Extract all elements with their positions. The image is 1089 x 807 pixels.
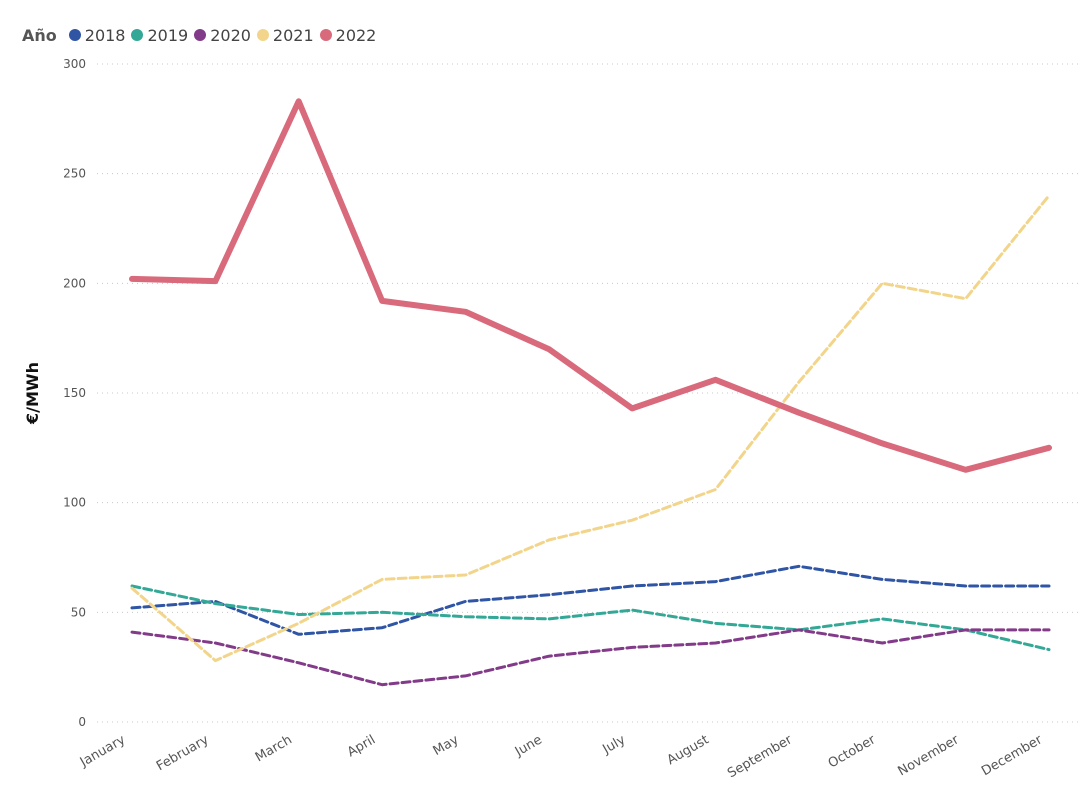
x-tick-label-december: December (979, 732, 1045, 779)
legend-label-2020: 2020 (210, 25, 251, 45)
series-line-2021[interactable] (130, 194, 1051, 663)
x-tick-label-july: July (600, 732, 629, 757)
y-tick-label: 150 (63, 386, 86, 400)
y-tick-label: 300 (63, 57, 86, 71)
legend-marker-2018 (68, 29, 81, 41)
x-tick-label-june: June (512, 732, 545, 760)
y-tick-label: 250 (63, 167, 86, 181)
legend-title: Año (22, 25, 57, 45)
legend-marker-2020 (194, 29, 207, 41)
legend-item-2021[interactable]: 2021 (256, 25, 314, 45)
series-lines (129, 98, 1052, 687)
x-tick-label-march: March (253, 732, 295, 765)
y-tick-label: 50 (71, 605, 86, 619)
y-tick-label: 0 (78, 715, 86, 729)
x-tick-label-april: April (345, 732, 378, 760)
legend-label-2022: 2022 (335, 25, 377, 45)
legend-marker-2019 (131, 29, 144, 41)
legend-item-2018[interactable]: 2018 (68, 25, 126, 45)
x-tick-label-september: September (725, 732, 795, 781)
x-tick-label-january: January (77, 732, 128, 770)
y-tick-label: 200 (63, 276, 86, 290)
series-line-2019[interactable] (130, 584, 1051, 652)
x-tick-label-november: November (896, 732, 963, 779)
legend-item-2020[interactable]: 2020 (194, 26, 251, 45)
y-axis-title: €/MWh (23, 362, 42, 425)
legend-marker-2021 (256, 29, 269, 41)
x-tick-label-february: February (154, 732, 212, 774)
legend-marker-2022 (319, 29, 332, 41)
x-tick-label-may: May (431, 732, 462, 759)
legend-label-2019: 2019 (147, 25, 189, 45)
legend-label-2018: 2018 (84, 25, 126, 45)
series-line-2022[interactable] (129, 98, 1052, 473)
y-tick-label: 100 (63, 496, 86, 510)
legend-item-2019[interactable]: 2019 (131, 26, 188, 45)
gridlines (97, 63, 1080, 723)
legend-item-2022[interactable]: 2022 (319, 25, 377, 45)
legend-label-2021: 2021 (272, 25, 314, 45)
y-axis-ticks: 0 50 100 150 200 250 300 (63, 57, 86, 729)
series-line-2020[interactable] (130, 628, 1051, 687)
x-axis-ticks: January February March April May June July Augu… (77, 732, 1046, 781)
x-tick-label-october: October (826, 732, 879, 771)
x-tick-label-august: August (665, 732, 712, 768)
legend: Año 2018 2019 2020 2021 2022 (22, 24, 382, 46)
